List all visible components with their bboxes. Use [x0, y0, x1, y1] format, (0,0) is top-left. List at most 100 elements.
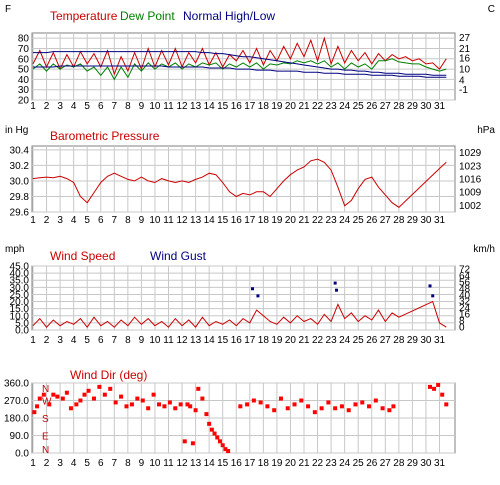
day-tick-label: 15 — [217, 215, 229, 226]
day-tick-label: 22 — [312, 458, 324, 469]
day-tick-label: 27 — [380, 215, 392, 226]
wind-dir-point — [440, 392, 445, 397]
right-tick-label: 8 — [459, 316, 465, 327]
left-tick-label: 80 — [18, 34, 30, 45]
day-tick-label: 1 — [30, 335, 36, 346]
day-tick-label: 17 — [244, 458, 256, 469]
wind-dir-point — [124, 404, 129, 409]
wind-dir-point — [319, 406, 324, 411]
day-tick-label: 25 — [353, 458, 365, 469]
day-tick-label: 31 — [434, 458, 446, 469]
day-tick-label: 2 — [44, 101, 50, 112]
right-tick-label: 16 — [459, 310, 471, 321]
day-tick-label: 27 — [380, 335, 392, 346]
day-tick-label: 2 — [44, 458, 50, 469]
day-tick-label: 11 — [163, 335, 174, 346]
day-tick-label: 14 — [204, 215, 216, 226]
day-tick-label: 20 — [285, 458, 297, 469]
compass-label: E — [42, 432, 49, 443]
wind-dir-point — [190, 441, 195, 446]
left-tick-label: 20 — [18, 96, 30, 107]
panel-title: Dew Point — [120, 9, 175, 23]
day-tick-label: 26 — [366, 101, 378, 112]
gust-point — [251, 287, 255, 291]
day-tick-label: 2 — [44, 335, 50, 346]
day-tick-label: 7 — [112, 335, 118, 346]
day-tick-label: 28 — [393, 458, 405, 469]
right-unit-label: C — [488, 4, 495, 15]
panel-title: Wind Dir (deg) — [70, 368, 147, 382]
wind-dir-point — [32, 410, 37, 415]
day-tick-label: 28 — [393, 101, 405, 112]
day-tick-label: 25 — [353, 101, 365, 112]
left-tick-label: 35.0 — [10, 276, 30, 287]
right-tick-label: -1 — [459, 85, 468, 96]
wind-dir-point — [209, 427, 214, 432]
day-tick-label: 14 — [204, 458, 216, 469]
day-tick-label: 5 — [84, 458, 90, 469]
day-tick-label: 19 — [271, 335, 283, 346]
day-tick-label: 15 — [217, 458, 229, 469]
day-tick-label: 5 — [84, 101, 90, 112]
left-tick-label: 60 — [18, 54, 30, 65]
wind-dir-point — [387, 408, 392, 413]
wind-dir-point — [360, 400, 365, 405]
right-tick-label: 4 — [459, 76, 465, 87]
wind-dir-point — [196, 386, 201, 391]
day-tick-label: 23 — [326, 335, 338, 346]
day-tick-label: 7 — [112, 101, 118, 112]
day-tick-label: 13 — [190, 335, 202, 346]
day-tick-label: 6 — [98, 101, 104, 112]
wind-dir-point — [47, 402, 52, 407]
wind-dir-point — [292, 402, 297, 407]
day-tick-label: 9 — [139, 458, 145, 469]
day-tick-label: 8 — [125, 215, 131, 226]
right-unit-label: hPa — [477, 125, 495, 136]
left-tick-label: 20.0 — [10, 297, 30, 308]
day-tick-label: 22 — [312, 335, 324, 346]
compass-label: N — [42, 445, 49, 456]
left-tick-label: 15.0 — [10, 304, 30, 315]
day-tick-label: 24 — [339, 215, 351, 226]
series-line-dew-point — [32, 58, 447, 81]
left-tick-label: 40 — [18, 75, 30, 86]
left-tick-label: 5.0 — [15, 318, 29, 329]
wind-dir-point — [238, 404, 243, 409]
series-line-normal-low — [33, 65, 447, 78]
day-tick-label: 19 — [271, 101, 283, 112]
day-tick-label: 12 — [176, 215, 188, 226]
wind-dir-point — [373, 398, 378, 403]
day-tick-label: 26 — [366, 335, 378, 346]
right-tick-label: 64 — [459, 271, 471, 282]
wind-dir-point — [97, 384, 102, 389]
day-tick-label: 22 — [312, 215, 324, 226]
day-tick-label: 5 — [84, 215, 90, 226]
right-tick-label: 40 — [459, 290, 471, 301]
wind-dir-point — [178, 402, 183, 407]
day-tick-label: 12 — [176, 458, 188, 469]
day-tick-label: 11 — [163, 215, 174, 226]
day-tick-label: 26 — [366, 215, 378, 226]
day-tick-label: 6 — [98, 458, 104, 469]
day-tick-label: 19 — [271, 458, 283, 469]
day-tick-label: 4 — [71, 335, 77, 346]
right-tick-label: 48 — [459, 284, 471, 295]
compass-label: N — [42, 384, 49, 395]
day-tick-label: 17 — [244, 335, 256, 346]
left-tick-label: 45.0 — [10, 262, 30, 273]
wind-dir-point — [146, 406, 151, 411]
day-tick-label: 21 — [298, 101, 310, 112]
right-tick-label: 72 — [459, 265, 471, 276]
wind-dir-point — [68, 406, 73, 411]
day-tick-label: 20 — [285, 335, 297, 346]
day-tick-label: 31 — [434, 215, 446, 226]
day-tick-label: 4 — [71, 101, 77, 112]
plot-area — [31, 265, 456, 331]
series-line-barometric-pressure — [32, 158, 447, 208]
right-tick-label: 1023 — [459, 161, 482, 172]
day-tick-label: 19 — [271, 215, 283, 226]
day-tick-label: 21 — [298, 335, 310, 346]
right-unit-label: km/h — [473, 244, 495, 255]
panel-title: Wind Speed — [50, 249, 115, 263]
wind-dir-point — [215, 435, 220, 440]
